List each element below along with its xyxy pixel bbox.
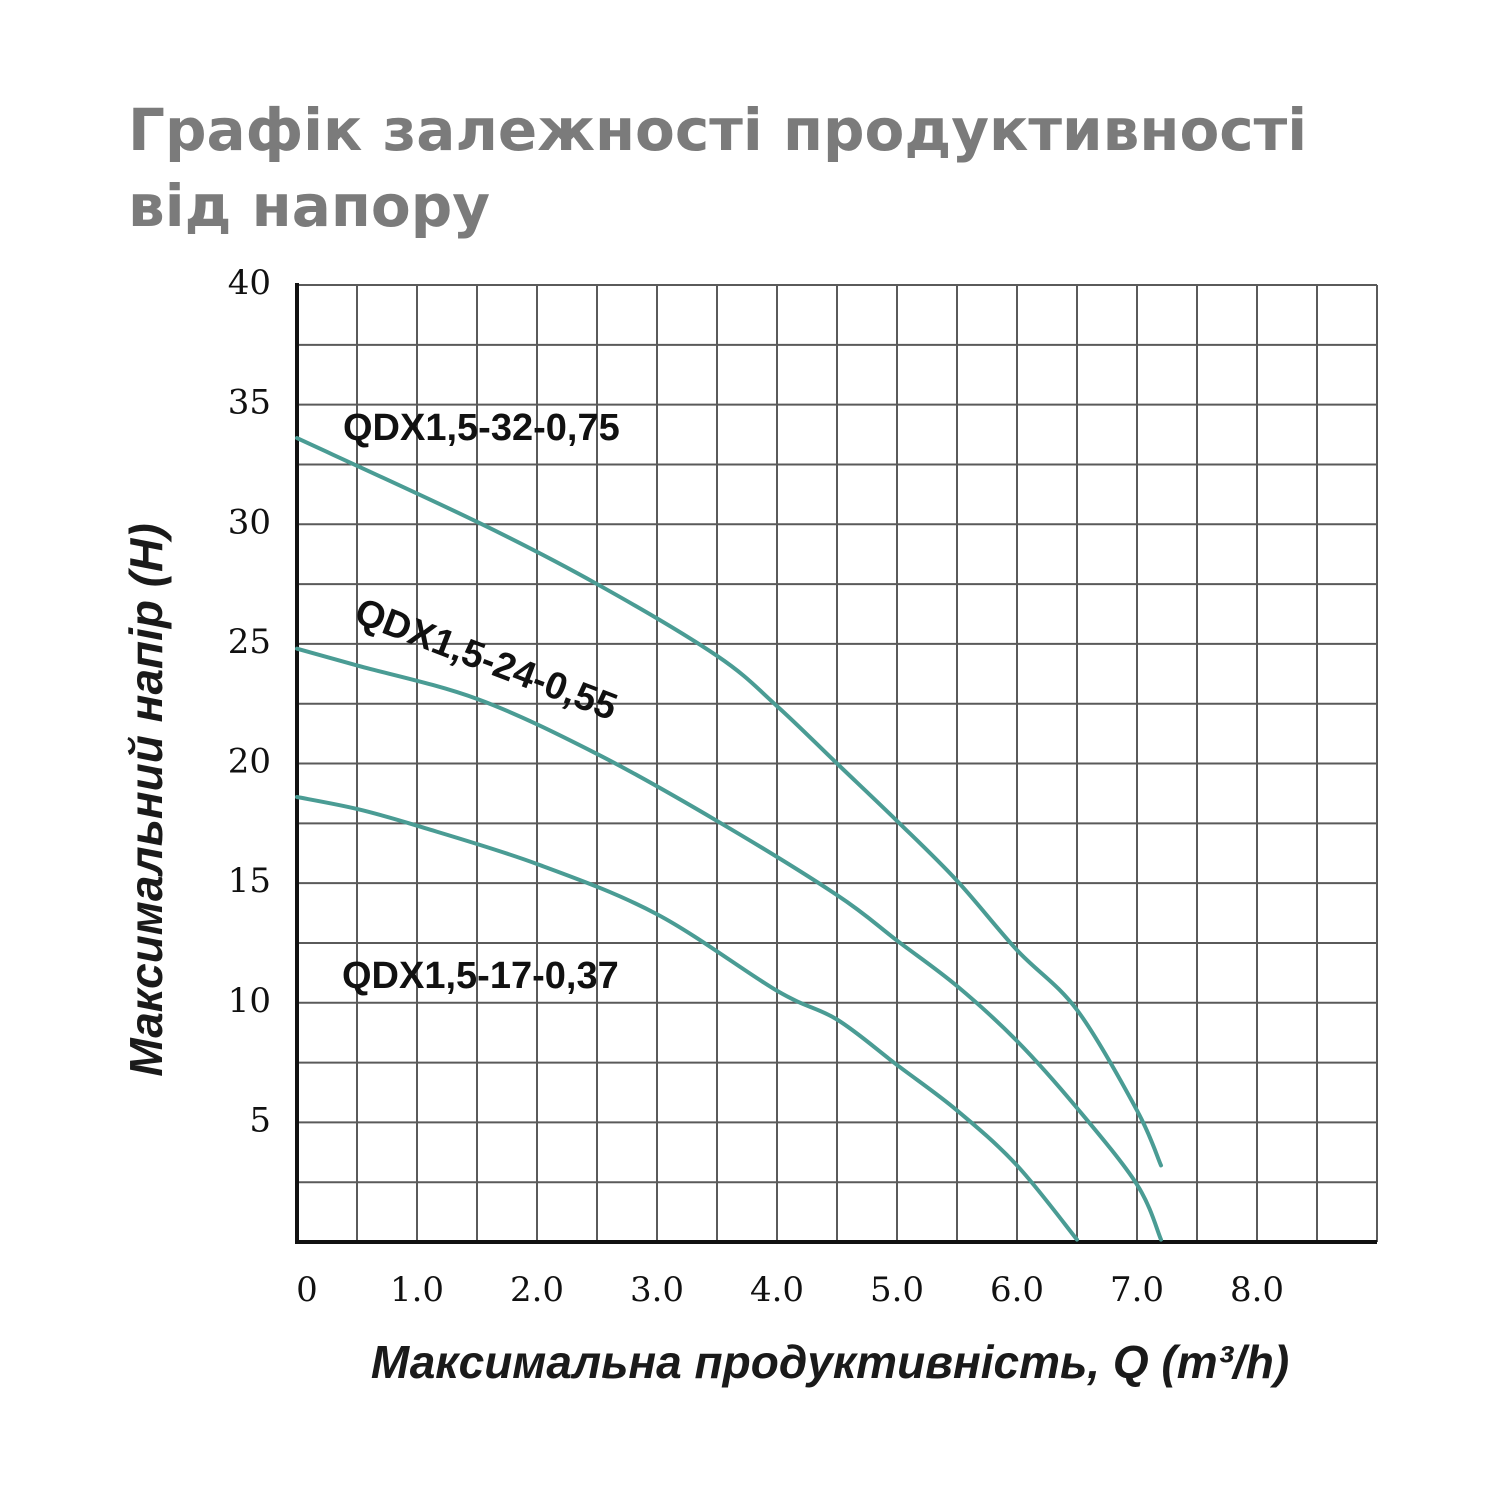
y-tick-label: 20: [228, 742, 271, 782]
x-tick-label: 3.0: [630, 1270, 684, 1310]
chart-title: Графік залежності продуктивності від нап…: [128, 96, 1308, 240]
y-axis-title: Максимальний напір (H): [120, 523, 172, 1076]
y-tick-label: 5: [249, 1100, 271, 1140]
series-label: QDX1,5-24-0,55: [349, 591, 622, 729]
x-tick-label: 4.0: [750, 1270, 804, 1310]
series-line: [295, 646, 1163, 1242]
y-tick-label: 10: [228, 981, 271, 1021]
x-tick-label: 5.0: [870, 1270, 924, 1310]
y-tick-label: 15: [228, 861, 271, 901]
x-tick-label: 0: [296, 1270, 318, 1310]
x-tick-label: 8.0: [1230, 1270, 1284, 1310]
series-label: QDX1,5-17-0,37: [342, 955, 619, 997]
series-label: QDX1,5-32-0,75: [343, 407, 620, 449]
y-tick-label: 30: [228, 502, 271, 542]
x-axis-title: Максимальна продуктивність, Q (m³/h): [371, 1336, 1289, 1388]
y-tick-label: 35: [228, 383, 271, 423]
x-tick-label: 7.0: [1110, 1270, 1164, 1310]
y-tick-label: 40: [228, 263, 271, 303]
series-line: [295, 436, 1163, 1168]
x-tick-label: 1.0: [390, 1270, 444, 1310]
series-line: [295, 794, 1079, 1242]
x-tick-label: 6.0: [990, 1270, 1044, 1310]
x-tick-label: 2.0: [510, 1270, 564, 1310]
y-tick-label: 25: [228, 622, 271, 662]
